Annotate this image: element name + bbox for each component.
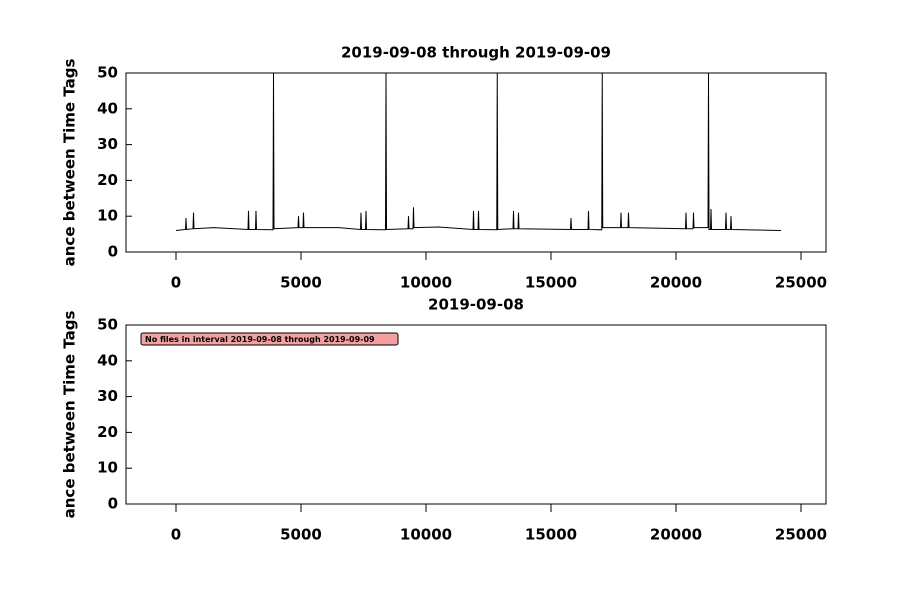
plot-frame [125,72,827,253]
x-tick-label: 5000 [280,274,322,292]
y-tick-label: 30 [97,387,118,405]
y-tick-label: 20 [97,171,118,189]
chart-title: 2019-09-08 through 2019-09-09 [341,44,611,62]
plot-frame [125,324,827,505]
x-tick-label: 15000 [525,526,577,544]
y-tick-label: 0 [108,243,118,261]
y-tick-label: 50 [97,64,118,82]
y-tick-label: 0 [108,495,118,513]
annotation-box [140,332,399,346]
x-tick-label: 10000 [400,274,452,292]
data-line [175,73,782,232]
x-tick-label: 5000 [280,526,322,544]
y-axis-label: ance between Time Tags [61,59,79,267]
y-tick-label: 30 [97,135,118,153]
x-tick-label: 0 [171,274,181,292]
y-axis-label: ance between Time Tags [61,311,79,519]
y-tick-label: 10 [97,207,118,225]
y-tick-label: 50 [97,316,118,334]
x-tick-label: 15000 [525,274,577,292]
y-tick-label: 40 [97,351,118,369]
y-tick-label: 20 [97,423,118,441]
x-tick-label: 20000 [650,526,702,544]
x-tick-label: 0 [171,526,181,544]
y-tick-label: 10 [97,459,118,477]
x-tick-label: 20000 [650,274,702,292]
y-tick-label: 40 [97,99,118,117]
annotation: No files in interval 2019-09-08 through … [145,335,375,344]
chart-title: 2019-09-08 [428,296,524,314]
x-tick-label: 25000 [775,526,827,544]
x-tick-label: 25000 [775,274,827,292]
x-tick-label: 10000 [400,526,452,544]
